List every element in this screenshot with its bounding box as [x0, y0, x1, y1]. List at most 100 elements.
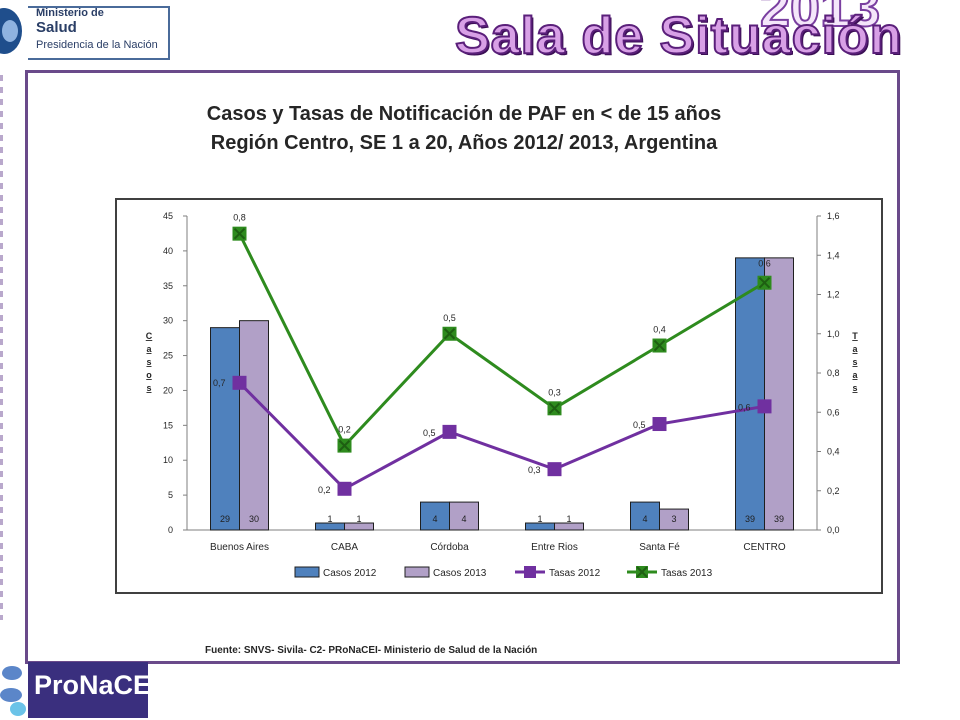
- right-axis-title: s: [852, 383, 857, 393]
- right-tick-label: 1,2: [827, 290, 840, 300]
- source-note: Fuente: SNVS- Sivila- C2- PRoNaCEI- Mini…: [205, 645, 538, 656]
- left-axis-title: o: [146, 370, 152, 380]
- banner-year: 2013: [759, 0, 881, 39]
- point-marker-cross: [233, 227, 246, 240]
- point-marker-cross: [548, 402, 561, 415]
- line-data-label: 0,5: [443, 313, 456, 323]
- right-tick-label: 0,0: [827, 525, 840, 535]
- ministerio-salud-logo: Ministerio de Salud Presidencia de la Na…: [0, 0, 170, 64]
- x-tick-label: Santa Fé: [639, 542, 680, 553]
- bar-data-label: 39: [774, 514, 784, 524]
- line-data-label: 0,5: [633, 420, 646, 430]
- point-tasas-2012: [442, 424, 457, 439]
- left-axis-title: C: [146, 331, 153, 341]
- point-marker-cross: [758, 277, 771, 289]
- bar-casos-2013: [764, 257, 794, 531]
- bar-data-label: 30: [249, 514, 259, 524]
- left-tick-label: 40: [163, 246, 173, 256]
- left-decorative-strip: [0, 75, 3, 620]
- left-tick-label: 25: [163, 351, 173, 361]
- bar-casos-2012: [630, 501, 660, 531]
- point-marker-cross: [653, 339, 666, 352]
- pronacei-petal-icon: [0, 688, 22, 702]
- bar-casos-2013: [239, 320, 269, 531]
- right-axis-title: T: [852, 331, 858, 341]
- legend-label: Casos 2013: [433, 568, 487, 579]
- pronacei-petal-icon: [2, 666, 22, 680]
- legend-marker-cross: [636, 566, 648, 578]
- bar-data-label: 39: [745, 514, 755, 524]
- bar-data-label: 29: [220, 514, 230, 524]
- pronacei-badge: [28, 662, 148, 718]
- bar-casos-2012: [210, 327, 240, 531]
- line-data-label: 0,3: [548, 387, 561, 397]
- left-tick-label: 15: [163, 420, 173, 430]
- right-tick-label: 0,6: [827, 407, 840, 417]
- point-marker-cross: [443, 328, 456, 340]
- left-tick-label: 30: [163, 316, 173, 326]
- legend-label: Casos 2012: [323, 568, 377, 579]
- right-tick-label: 1,6: [827, 211, 840, 221]
- ministerio-line3: Presidencia de la Nación: [36, 39, 158, 51]
- right-axis-title: s: [852, 357, 857, 367]
- x-tick-label: Buenos Aires: [210, 542, 269, 553]
- x-tick-label: Córdoba: [430, 542, 469, 553]
- x-tick-label: Entre Rios: [531, 542, 578, 553]
- point-tasas-2012: [337, 481, 352, 496]
- legend-swatch: [404, 566, 430, 578]
- bar-data-label: 4: [432, 514, 437, 524]
- ministerio-logo-frame: [28, 6, 170, 60]
- point-tasas-2012: [652, 417, 667, 432]
- ministerio-emblem-icon: [0, 8, 22, 54]
- bar-casos-2013: [554, 522, 584, 531]
- left-tick-label: 35: [163, 281, 173, 291]
- line-tasas-2013: [238, 232, 766, 449]
- line-data-label: 0,8: [233, 213, 246, 223]
- chart-title-line1: Casos y Tasas de Notificación de PAF en …: [206, 103, 722, 125]
- left-axis-title: s: [146, 383, 151, 393]
- left-axis-title: s: [146, 357, 151, 367]
- x-tick-label: CENTRO: [743, 542, 785, 553]
- chart-container: 0 5 10 15 20 25 30 35 40 45 0,0 0,2 0,4 0,6 0,8 1,0 1,2 1…: [115, 198, 883, 594]
- legend-marker: [524, 566, 536, 578]
- right-tick-label: 0,8: [827, 368, 840, 378]
- line-tasas-2012: [238, 381, 765, 491]
- pronacei-label: ProNaCEI: [34, 670, 159, 700]
- bar-data-label: 1: [537, 514, 542, 524]
- bar-data-label: 1: [566, 514, 571, 524]
- line-data-label: 0,7: [213, 378, 226, 388]
- point-tasas-2012: [232, 375, 247, 390]
- right-tick-label: 0,2: [827, 486, 840, 496]
- x-tick-label: CABA: [331, 542, 359, 553]
- left-tick-label: 10: [163, 455, 173, 465]
- right-tick-label: 0,4: [827, 447, 840, 457]
- line-data-label: 0,4: [653, 325, 666, 335]
- left-tick-label: 0: [168, 525, 173, 535]
- left-tick-label: 5: [168, 490, 173, 500]
- pronacei-logo: ProNaCEI: [0, 658, 159, 720]
- legend-swatch: [294, 566, 320, 578]
- line-data-label: 0,6: [758, 259, 771, 269]
- chart-title-line2: Región Centro, SE 1 a 20, Años 2012/ 201…: [210, 132, 718, 154]
- line-data-label: 0,2: [338, 425, 351, 435]
- left-axis-title: a: [146, 344, 152, 354]
- bar-casos-2013: [344, 522, 374, 531]
- line-data-label: 0,3: [528, 465, 541, 475]
- bar-casos-2012: [735, 257, 765, 531]
- ministerio-line1: Ministerio de: [36, 7, 104, 19]
- line-data-label: 0,2: [318, 485, 331, 495]
- bar-data-label: 3: [671, 514, 676, 524]
- legend-label: Tasas 2012: [549, 568, 601, 579]
- bar-data-label: 4: [461, 514, 466, 524]
- bar-casos-2012: [315, 522, 345, 531]
- chart-title: Casos y Tasas de Notificación de PAF en …: [28, 100, 900, 158]
- ministerio-line2: Salud: [36, 19, 77, 36]
- pronacei-petal-icon: [10, 702, 26, 716]
- bar-data-label: 1: [356, 514, 361, 524]
- bar-data-label: 1: [327, 514, 332, 524]
- legend-label: Tasas 2013: [661, 568, 713, 579]
- right-tick-label: 1,0: [827, 329, 840, 339]
- right-tick-label: 1,4: [827, 250, 840, 260]
- point-tasas-2012: [547, 462, 562, 477]
- right-axis-title: a: [852, 370, 858, 380]
